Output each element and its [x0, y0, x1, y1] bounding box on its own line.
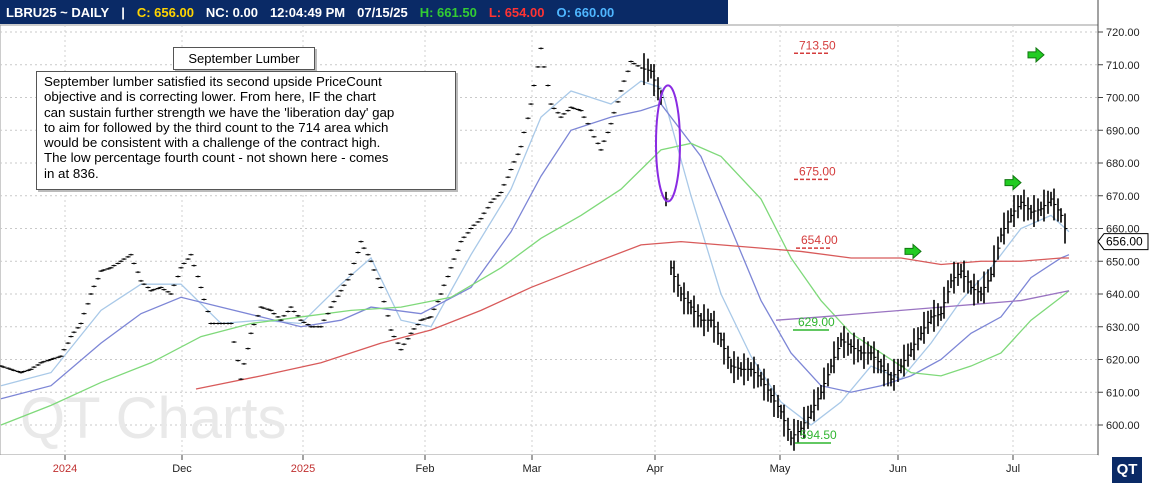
x-tick-label: Feb: [416, 463, 435, 475]
moving-average-line: [0, 103, 1070, 400]
x-tick-label: Jun: [889, 463, 907, 475]
x-axis: 2024 Dec 2025 Feb Mar Apr May Jun Jul: [0, 455, 1098, 488]
qt-logo: QT: [1112, 457, 1142, 483]
low-value: L: 654.00: [488, 4, 545, 20]
y-tick-label: 720.00: [1106, 27, 1140, 39]
annotation-title: September Lumber: [173, 47, 315, 70]
annotation-note: September lumber satisfied its second up…: [36, 71, 456, 190]
symbol-label[interactable]: LBRU25 ~ DAILY: [6, 4, 110, 20]
x-tick-label: May: [770, 463, 791, 475]
y-tick-label: 600.00: [1106, 420, 1140, 432]
x-tick-label: 2024: [53, 463, 77, 475]
moving-average-line: [775, 290, 1070, 321]
separator: |: [121, 4, 125, 20]
y-tick-label: 690.00: [1106, 125, 1140, 137]
x-tick-label: 2025: [291, 463, 315, 475]
green-arrow-icon: [1027, 46, 1045, 64]
quote-header-bar: LBRU25 ~ DAILY | C: 656.00 NC: 0.00 12:0…: [0, 0, 728, 24]
green-arrow-icon: [1004, 174, 1022, 191]
x-tick-label: Apr: [646, 463, 663, 475]
target-levels: 713.50 675.00 654.00 629.00 594.50: [793, 38, 838, 444]
markers: 656.00: [655, 46, 1149, 260]
open-value: O: 660.00: [556, 4, 615, 20]
target-level-label: 594.50: [800, 428, 837, 442]
green-arrow-icon: [904, 243, 922, 260]
y-tick-label: 660.00: [1106, 224, 1140, 236]
x-tick-label: Dec: [172, 463, 192, 475]
y-tick-label: 610.00: [1106, 387, 1140, 399]
y-tick-label: 670.00: [1106, 191, 1140, 203]
moving-average-line: [0, 142, 1070, 426]
y-tick-label: 630.00: [1106, 322, 1140, 334]
y-tick-label: 710.00: [1106, 60, 1140, 72]
price-bars: [0, 47, 1068, 451]
last-price-label: 656.00: [1106, 235, 1143, 249]
close-value: C: 656.00: [136, 4, 194, 20]
moving-average-line: [195, 240, 1069, 390]
last-price-tag: [1097, 233, 1149, 251]
target-level-label: 629.00: [798, 315, 835, 329]
x-tick-label: Jul: [1006, 463, 1020, 475]
x-tick-label: Mar: [523, 463, 542, 475]
y-tick-label: 620.00: [1106, 355, 1140, 367]
y-tick-label: 650.00: [1106, 256, 1140, 268]
high-value: H: 661.50: [419, 4, 477, 20]
target-level-label: 675.00: [799, 164, 836, 178]
y-axis: 720.00 710.00 700.00 690.00 680.00 670.00 660.…: [1097, 0, 1140, 455]
y-tick-label: 680.00: [1106, 158, 1140, 170]
target-level-label: 654.00: [801, 233, 838, 247]
y-tick-label: 640.00: [1106, 289, 1140, 301]
x-axis-band: [0, 455, 1098, 488]
gap-highlight-ellipse: [655, 84, 681, 203]
y-tick-label: 700.00: [1106, 93, 1140, 105]
time-value: 12:04:49 PM: [269, 4, 346, 20]
moving-averages: [0, 80, 1070, 426]
date-value: 07/15/25: [357, 4, 408, 20]
watermark: QT Charts: [20, 386, 286, 451]
target-level-label: 713.50: [799, 38, 836, 52]
moving-average-line: [0, 80, 1070, 426]
net-change-value: NC: 0.00: [205, 4, 258, 20]
